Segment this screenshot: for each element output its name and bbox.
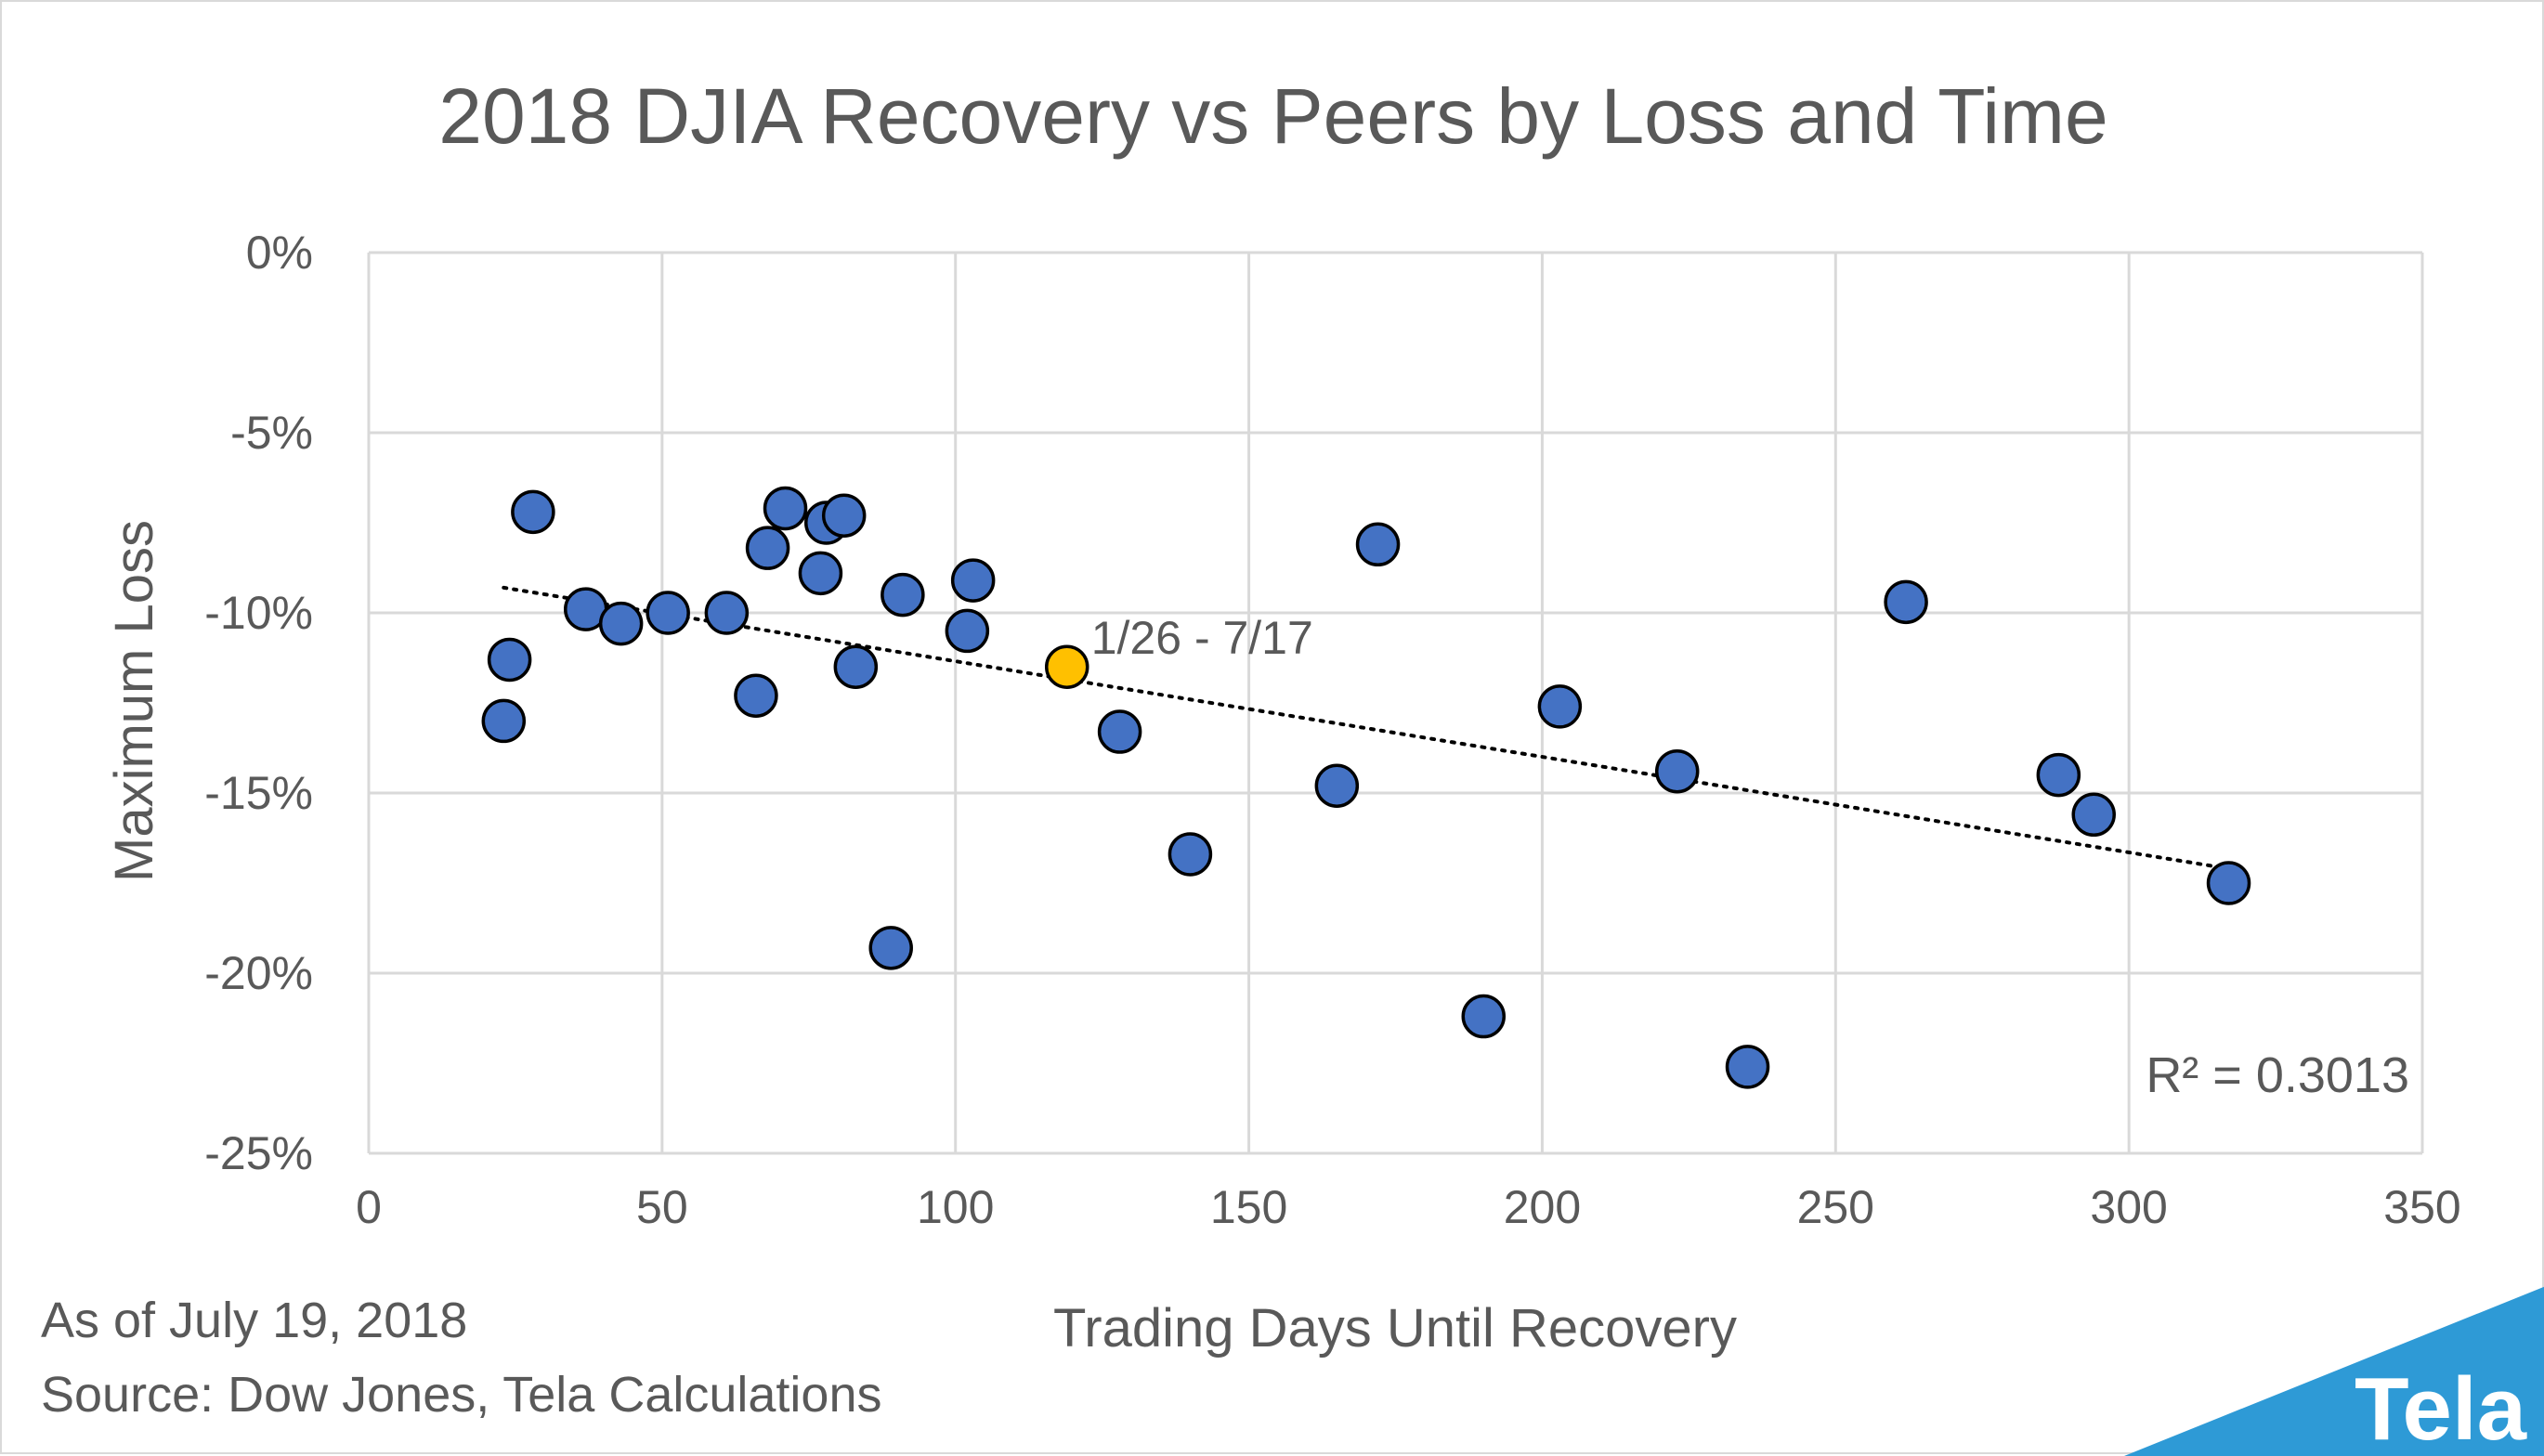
data-point: [1884, 579, 1928, 625]
data-point: [704, 591, 750, 635]
data-point: [734, 673, 778, 718]
x-axis-label: Trading Days Until Recovery: [1053, 1298, 1737, 1358]
data-point: [2036, 752, 2081, 798]
x-tick-label: 350: [2383, 1181, 2460, 1233]
y-tick-label: -5%: [230, 407, 313, 459]
data-point: [1168, 832, 1213, 877]
x-tick-label: 300: [2090, 1181, 2167, 1233]
y-tick-label: -20%: [204, 947, 313, 999]
data-point: [2206, 861, 2251, 905]
brand-logo-triangle: [2124, 1286, 2544, 1456]
data-point: [821, 493, 867, 538]
y-tick-label: -25%: [204, 1127, 313, 1179]
as-of-note: As of July 19, 2018: [41, 1293, 467, 1348]
x-tick-label: 100: [917, 1181, 994, 1233]
y-tick-label: -10%: [204, 587, 313, 639]
data-point: [833, 644, 879, 689]
x-tick-label: 0: [356, 1181, 382, 1233]
highlight-annotation: 1/26 - 7/17: [1091, 612, 1313, 664]
data-point: [2071, 792, 2116, 838]
data-point: [1355, 522, 1401, 567]
data-point: [950, 558, 996, 603]
data-point: [763, 486, 808, 531]
x-tick-label: 250: [1797, 1181, 1874, 1233]
source-note: Source: Dow Jones, Tela Calculations: [41, 1367, 881, 1423]
y-tick-label: -15%: [204, 767, 313, 819]
data-point: [487, 637, 532, 682]
data-point: [881, 572, 925, 618]
chart-title: 2018 DJIA Recovery vs Peers by Loss and …: [438, 72, 2108, 160]
data-point: [945, 608, 990, 654]
data-point: [1461, 994, 1507, 1039]
tick-labels: 0 50 100 150 200 250 300 350 0% -5% -10% -15% -20% -2…: [204, 227, 2460, 1233]
x-tick-label: 50: [636, 1181, 688, 1233]
data-point: [1654, 748, 1700, 794]
trendline-line: [502, 585, 2231, 871]
x-tick-label: 200: [1504, 1181, 1581, 1233]
data-point: [598, 601, 644, 646]
x-tick-label: 150: [1210, 1181, 1287, 1233]
brand-logo-text: Tela: [2355, 1359, 2527, 1456]
data-point: [1725, 1045, 1770, 1089]
data-point: [646, 591, 690, 635]
gridlines: [367, 251, 2424, 1155]
data-point: [1314, 763, 1360, 808]
data-point: [1537, 684, 1583, 729]
trendline: [502, 585, 2231, 871]
data-points: [481, 486, 2251, 1089]
data-point: [1097, 709, 1142, 754]
y-tick-label: 0%: [246, 227, 313, 279]
data-point: [481, 698, 527, 744]
data-point: [868, 926, 913, 970]
r-squared-label: R² = 0.3013: [2146, 1047, 2409, 1103]
data-point: [745, 526, 790, 570]
data-point: [511, 489, 555, 535]
highlight-point: [1044, 644, 1089, 689]
y-axis-label: Maximum Loss: [104, 520, 164, 882]
data-point: [798, 551, 843, 596]
